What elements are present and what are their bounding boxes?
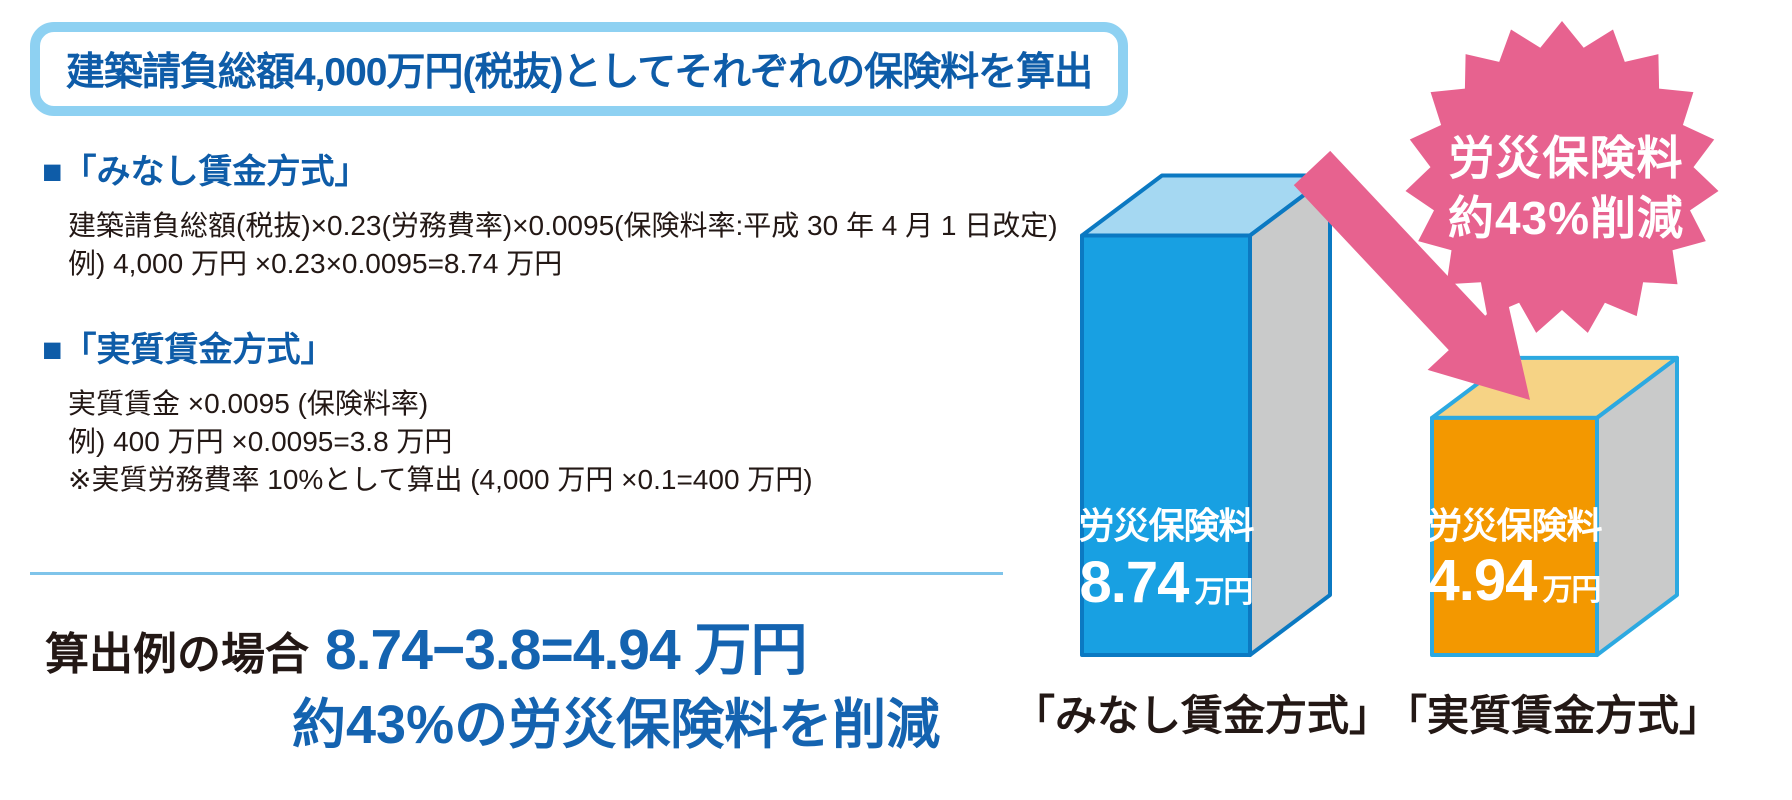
- page-title: 建築請負総額4,000万円(税抜)としてそれぞれの保険料を算出: [65, 51, 1093, 94]
- chart-shapes: [1080, 21, 1719, 657]
- bar1-side-face: [1248, 173, 1332, 657]
- method-block-minashi: ■「みなし賃金方式」 建築請負総額(税抜)×0.23(労務費率)×0.0095(…: [42, 144, 1058, 283]
- bar1-series-label: 労災保険料: [1078, 505, 1254, 546]
- category-label-minashi: 「みなし賃金方式」: [1012, 692, 1392, 739]
- bar2-value: 4.94 万円: [1428, 548, 1601, 613]
- reduction-badge-starburst: [1405, 21, 1719, 333]
- note-line: ※実質労務費率 10%として算出 (4,000 万円 ×0.1=400 万円): [68, 464, 813, 495]
- bar2-front-face: [1430, 415, 1599, 657]
- formula-line: 建築請負総額(税抜)×0.23(労務費率)×0.0095(保険料率:平成 30 …: [68, 210, 1058, 241]
- result-emphasis: 約43%の労災保険料を削減: [292, 695, 941, 755]
- result-prefix: 算出例の場合: [45, 630, 309, 679]
- example-line: 例) 4,000 万円 ×0.23×0.0095=8.74 万円: [68, 248, 563, 279]
- bar2-value-number: 4.94: [1428, 548, 1538, 613]
- method-heading-jisshitsu: ■「実質賃金方式」: [42, 331, 335, 369]
- method-lines-jisshitsu: 実質賃金 ×0.0095 (保険料率) 例) 400 万円 ×0.0095=3.…: [68, 385, 813, 499]
- bar1-front-face: [1080, 233, 1252, 657]
- badge-line1: 労災保険料: [1449, 132, 1684, 184]
- method-lines-minashi: 建築請負総額(税抜)×0.23(労務費率)×0.0095(保険料率:平成 30 …: [68, 207, 1058, 283]
- reduction-arrow: [1293, 150, 1530, 400]
- category-label-jisshitsu: 「実質賃金方式」: [1384, 692, 1722, 739]
- bar1-value-unit: 万円: [1194, 576, 1252, 609]
- method-block-jisshitsu: ■「実質賃金方式」 実質賃金 ×0.0095 (保険料率) 例) 400 万円 …: [42, 322, 813, 499]
- formula-line: 実質賃金 ×0.0095 (保険料率): [68, 388, 429, 419]
- example-line: 例) 400 万円 ×0.0095=3.8 万円: [68, 426, 453, 457]
- bar2-series-label: 労災保険料: [1426, 505, 1602, 546]
- bar1-value: 8.74 万円: [1080, 550, 1253, 615]
- section-divider: [30, 572, 1003, 575]
- title-box: 建築請負総額4,000万円(税抜)としてそれぞれの保険料を算出: [30, 22, 1128, 116]
- bar2-value-unit: 万円: [1542, 574, 1600, 607]
- result-line: 算出例の場合 8.74−3.8=4.94 万円: [45, 604, 808, 686]
- bar1-value-number: 8.74: [1080, 550, 1190, 615]
- badge-line2: 約43%削減: [1448, 192, 1684, 244]
- result-formula: 8.74−3.8=4.94 万円: [325, 618, 808, 682]
- method-heading-minashi: ■「みなし賃金方式」: [42, 153, 369, 191]
